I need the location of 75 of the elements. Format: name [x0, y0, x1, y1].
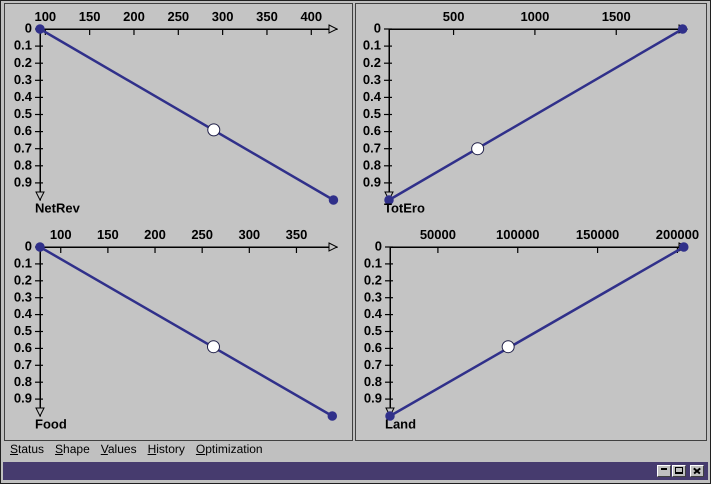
y-tick-label: 0: [374, 20, 381, 36]
x-tick-label: 100: [50, 226, 72, 242]
y-tick-label: 0.9: [14, 390, 32, 406]
y-tick-label: 0.1: [14, 255, 32, 270]
point: [502, 340, 515, 354]
y-tick-label: 0.8: [14, 157, 32, 172]
x-tick-label: 200000: [656, 226, 700, 242]
point: [328, 411, 338, 421]
x-tick-label: 150: [97, 226, 119, 242]
y-tick-label: 0.8: [14, 374, 32, 389]
y-tick-label: 0.5: [14, 106, 32, 122]
text: Status: [10, 442, 44, 457]
y-tick-label: 0: [24, 238, 32, 254]
x-tick-label: 300: [238, 226, 260, 242]
x-tick-label: 400: [300, 8, 322, 24]
point: [206, 340, 220, 354]
y-tick-label: 0.9: [14, 174, 32, 190]
y-tick-label: 0.6: [362, 123, 381, 138]
y-tick-label: 0.5: [364, 323, 382, 338]
text: Food: [35, 416, 67, 432]
y-tick-label: 0.4: [14, 88, 33, 104]
y-tick-label: 0.4: [364, 306, 383, 322]
x-tick-label: 100: [34, 8, 56, 24]
y-tick-label: 0.2: [362, 54, 381, 70]
y-tick-label: 0.3: [364, 289, 382, 304]
y-tick-label: 0.7: [362, 140, 381, 156]
x-tick-label: 1500: [602, 8, 631, 24]
y-tick-label: 0.3: [14, 72, 32, 87]
text: TotEro: [384, 200, 425, 216]
x-tick-label: 1000: [520, 8, 550, 24]
point: [207, 123, 220, 136]
y-tick-label: 0: [374, 238, 382, 254]
y-tick-label: 0.6: [14, 123, 32, 138]
x-tick-label: 150000: [576, 226, 620, 242]
x-tick-label: 500: [442, 8, 464, 24]
y-tick-label: 0.9: [364, 390, 382, 406]
x-tick-label: 250: [167, 8, 190, 24]
y-tick-label: 0.7: [14, 140, 32, 156]
y-tick-label: 0.4: [362, 88, 382, 104]
x-tick-label: 100000: [496, 226, 540, 242]
x-tick-label: 350: [286, 226, 308, 242]
text: Optimization: [196, 442, 263, 457]
y-tick-label: 0.2: [14, 272, 32, 288]
y-tick-label: 0.8: [362, 157, 381, 172]
x-tick-label: 200: [144, 226, 166, 242]
x-tick-label: 300: [212, 8, 234, 24]
x-tick-label: 350: [256, 8, 278, 24]
x-tick-label: 50000: [420, 226, 456, 242]
x-tick-label: 200: [123, 8, 145, 24]
y-tick-label: 0.7: [14, 356, 32, 372]
point: [328, 195, 338, 205]
y-tick-label: 0.3: [14, 289, 32, 304]
point: [471, 142, 484, 156]
y-tick-label: 0.4: [14, 306, 33, 322]
text: Land: [385, 416, 416, 432]
text: Values: [100, 442, 137, 457]
text: History: [148, 442, 185, 457]
y-tick-label: 0.5: [14, 323, 32, 338]
x-tick-label: 250: [191, 226, 214, 242]
y-tick-label: 0.7: [364, 356, 382, 372]
y-tick-label: 0.8: [364, 374, 382, 389]
y-tick-label: 0.1: [362, 38, 381, 53]
y-tick-label: 0.3: [362, 72, 381, 87]
y-tick-label: 0.2: [14, 54, 32, 70]
x-tick-label: 150: [78, 8, 100, 24]
y-tick-label: 0.5: [362, 106, 381, 122]
y-tick-label: 0.6: [14, 340, 32, 355]
y-tick-label: 0.2: [364, 272, 382, 288]
y-tick-label: 0.1: [14, 38, 32, 53]
y-tick-label: 0.9: [362, 174, 381, 190]
text: NetRev: [35, 200, 81, 216]
text: Shape: [55, 442, 90, 457]
y-tick-label: 0: [24, 20, 32, 36]
y-tick-label: 0.1: [364, 255, 382, 270]
y-tick-label: 0.6: [364, 340, 382, 355]
